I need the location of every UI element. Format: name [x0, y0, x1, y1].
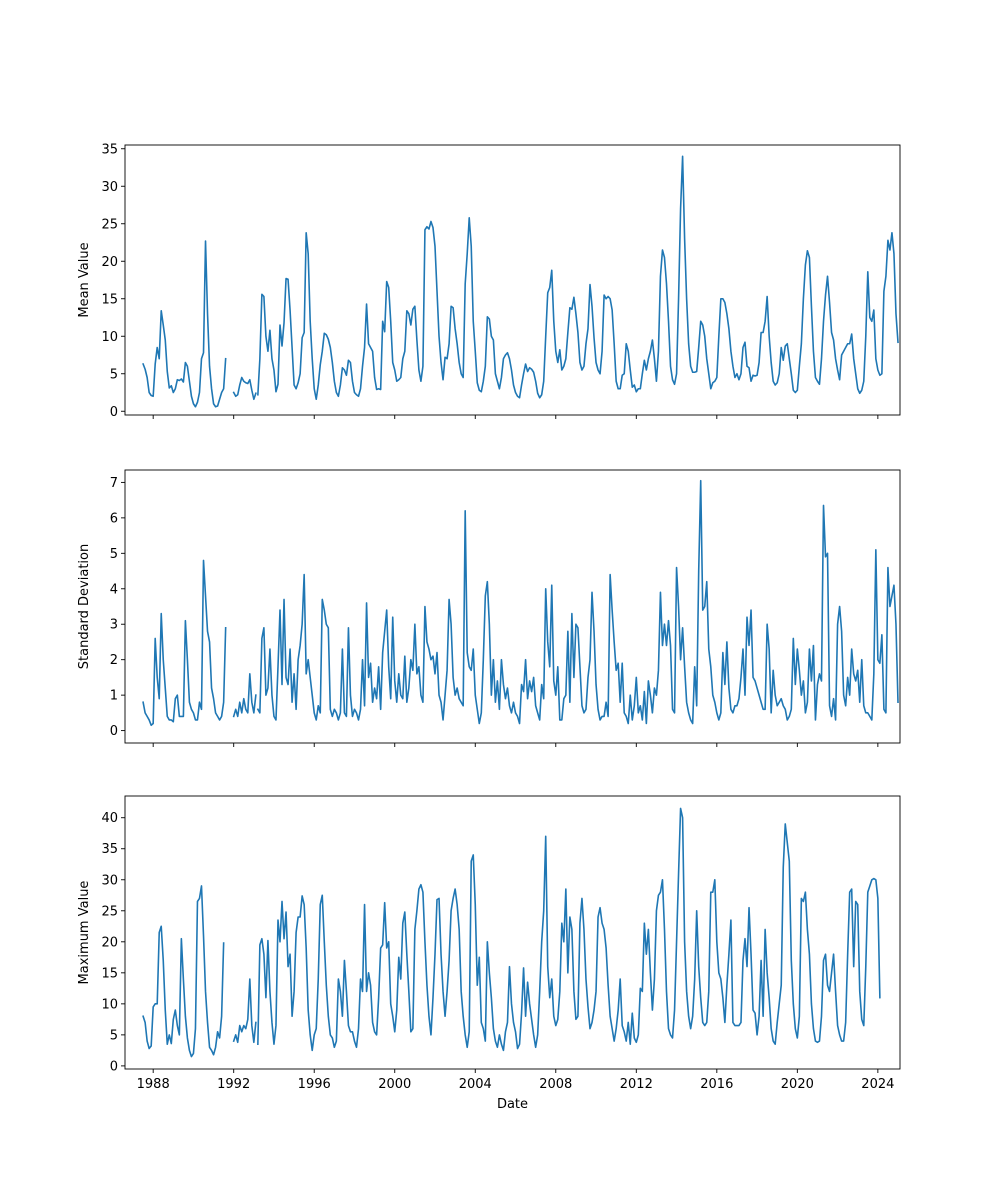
- y-tick-label: 40: [101, 811, 118, 826]
- x-tick-label: 2016: [700, 1077, 733, 1092]
- y-tick-label: 25: [101, 904, 118, 919]
- chart-panel-2: 0 1 2 3 4 5 6 7 Standard Deviation: [77, 469, 901, 747]
- y-axis-label: Mean Value: [77, 242, 92, 317]
- y-tick-label: 5: [110, 1028, 118, 1043]
- y-tick-label: 1: [110, 689, 118, 704]
- y-tick-label: 0: [110, 1059, 118, 1074]
- y-tick-label: 0: [110, 405, 118, 420]
- y-tick-label: 10: [101, 997, 118, 1012]
- y-tick-label: 35: [101, 142, 118, 157]
- x-axis-label: Date: [497, 1097, 528, 1112]
- x-tick-label: 2024: [861, 1077, 894, 1092]
- series-line-segment: [142, 885, 225, 1058]
- y-tick-label: 5: [110, 367, 118, 382]
- chart-panel-3: 0 5 10 15 20 25 30 35 40 1988 1992 1996 2000 2004 2008…: [77, 795, 901, 1112]
- y-axis-label: Standard Deviation: [77, 544, 92, 669]
- x-tick-label: 1996: [298, 1077, 331, 1092]
- y-tick-label: 30: [101, 873, 118, 888]
- chart-panel-1: 0 5 10 15 20 25 30 35 Mean Value: [77, 142, 901, 420]
- axes-frame: [124, 144, 901, 416]
- y-tick-label: 25: [101, 217, 118, 232]
- y-tick-label: 3: [110, 618, 118, 633]
- y-tick-label: 5: [110, 547, 118, 562]
- y-tick-label: 0: [110, 724, 118, 739]
- x-tick-label: 1988: [137, 1077, 170, 1092]
- series-line-segment: [257, 807, 881, 1052]
- y-tick-label: 15: [101, 292, 118, 307]
- series-line-segment: [256, 479, 899, 725]
- x-tick-label: 2004: [459, 1077, 492, 1092]
- y-tick-label: 2: [110, 653, 118, 668]
- y-tick-label: 30: [101, 180, 118, 195]
- y-axis-label: Maximum Value: [77, 881, 92, 985]
- x-tick-label: 2020: [781, 1077, 814, 1092]
- series-line-segment: [142, 559, 227, 727]
- y-tick-label: 35: [101, 842, 118, 857]
- series-line-segment: [232, 978, 257, 1044]
- series-line-segment: [257, 155, 899, 401]
- x-tick-label: 2000: [378, 1077, 411, 1092]
- y-tick-label: 4: [110, 582, 118, 597]
- y-tick-label: 10: [101, 330, 118, 345]
- y-tick-label: 7: [110, 476, 118, 491]
- axes-frame: [124, 469, 901, 744]
- y-tick-label: 20: [101, 255, 118, 270]
- y-tick-label: 15: [101, 966, 118, 981]
- y-tick-label: 20: [101, 935, 118, 950]
- x-tick-label: 1992: [217, 1077, 250, 1092]
- series-line-segment: [142, 240, 227, 408]
- series-line-segment: [232, 376, 257, 401]
- series-line-segment: [232, 673, 257, 718]
- y-tick-label: 6: [110, 511, 118, 526]
- x-tick-label: 2012: [620, 1077, 653, 1092]
- axes-frame: [124, 795, 901, 1070]
- x-tick-label: 2008: [539, 1077, 572, 1092]
